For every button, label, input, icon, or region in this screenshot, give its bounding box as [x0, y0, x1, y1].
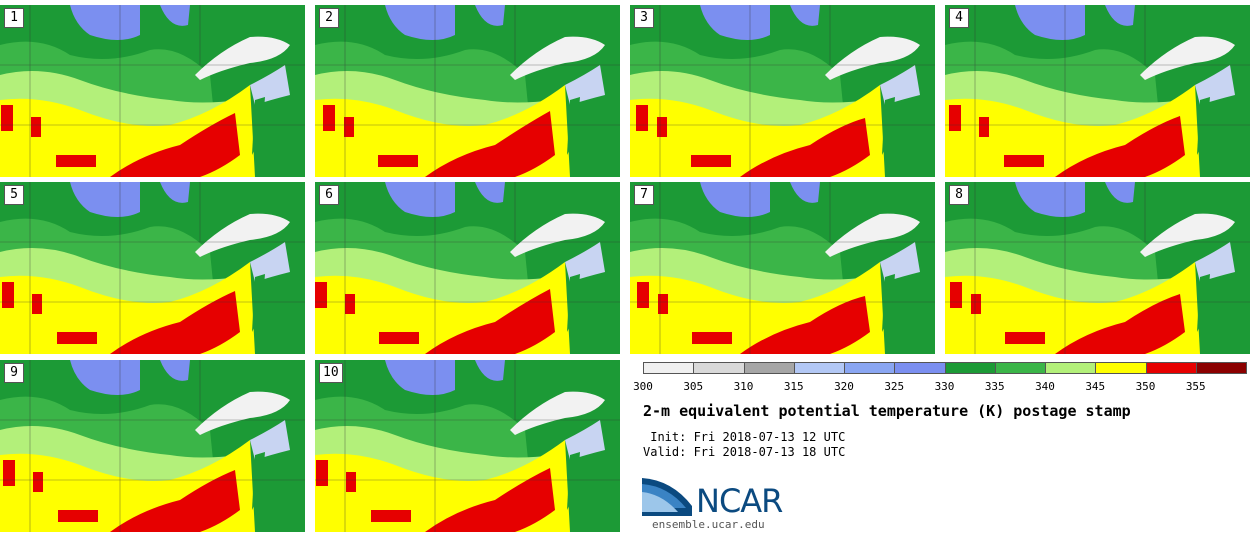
- ensemble-member-map: 9: [0, 360, 305, 532]
- colorbar-swatch: [894, 362, 946, 374]
- colorbar-tick-label: 310: [733, 380, 754, 393]
- colorbar-tick-label: 325: [884, 380, 905, 393]
- colorbar-tick-label: 315: [783, 380, 804, 393]
- member-number-label: 2: [319, 8, 339, 28]
- colorbar-tick-label: 320: [834, 380, 854, 393]
- colorbar-swatch: [1045, 362, 1097, 374]
- colorbar-swatch: [793, 362, 845, 374]
- ensemble-member-map: 7: [630, 182, 935, 354]
- ensemble-member-map: 2: [315, 5, 620, 177]
- ncar-logo-icon: [642, 478, 692, 516]
- colorbar-swatch: [994, 362, 1046, 374]
- member-number-label: 1: [4, 8, 24, 28]
- colorbar-swatch: [743, 362, 795, 374]
- colorbar-tick-label: 300: [633, 380, 653, 393]
- member-number-label: 3: [634, 8, 654, 28]
- member-number-label: 6: [319, 185, 339, 205]
- member-number-label: 10: [319, 363, 343, 383]
- ensemble-member-map: 6: [315, 182, 620, 354]
- colorbar-tick-label: 335: [984, 380, 1005, 393]
- colorbar-swatch: [1095, 362, 1147, 374]
- colorbar-swatch: [844, 362, 896, 374]
- colorbar-swatch: [944, 362, 996, 374]
- ensemble-member-map: 4: [945, 5, 1250, 177]
- colorbar-tick-label: 350: [1135, 380, 1156, 393]
- member-number-label: 9: [4, 363, 24, 383]
- colorbar-swatch: [643, 362, 695, 374]
- colorbar-tick-label: 345: [1085, 380, 1106, 393]
- ensemble-member-map: 3: [630, 5, 935, 177]
- ensemble-member-map: 5: [0, 182, 305, 354]
- ensemble-member-map: 1: [0, 5, 305, 177]
- member-number-label: 8: [949, 185, 969, 205]
- colorbar: [643, 362, 1248, 374]
- member-number-label: 7: [634, 185, 654, 205]
- member-number-label: 5: [4, 185, 24, 205]
- colorbar-tick-label: 305: [683, 380, 704, 393]
- init-time: Init: Fri 2018-07-13 12 UTC: [643, 430, 846, 444]
- ncar-logo-text: NCAR: [696, 482, 783, 520]
- colorbar-swatch: [1195, 362, 1247, 374]
- colorbar-tick-label: 330: [934, 380, 955, 393]
- colorbar-tick-label: 355: [1185, 380, 1206, 393]
- colorbar-swatch: [693, 362, 745, 374]
- ensemble-member-map: 10: [315, 360, 620, 532]
- logo-url: ensemble.ucar.edu: [652, 518, 765, 531]
- valid-time: Valid: Fri 2018-07-13 18 UTC: [643, 445, 846, 459]
- colorbar-swatch: [1145, 362, 1197, 374]
- colorbar-tick-label: 340: [1035, 380, 1055, 393]
- ensemble-member-map: 8: [945, 182, 1250, 354]
- figure-title: 2-m equivalent potential temperature (K)…: [643, 402, 1131, 420]
- member-number-label: 4: [949, 8, 969, 28]
